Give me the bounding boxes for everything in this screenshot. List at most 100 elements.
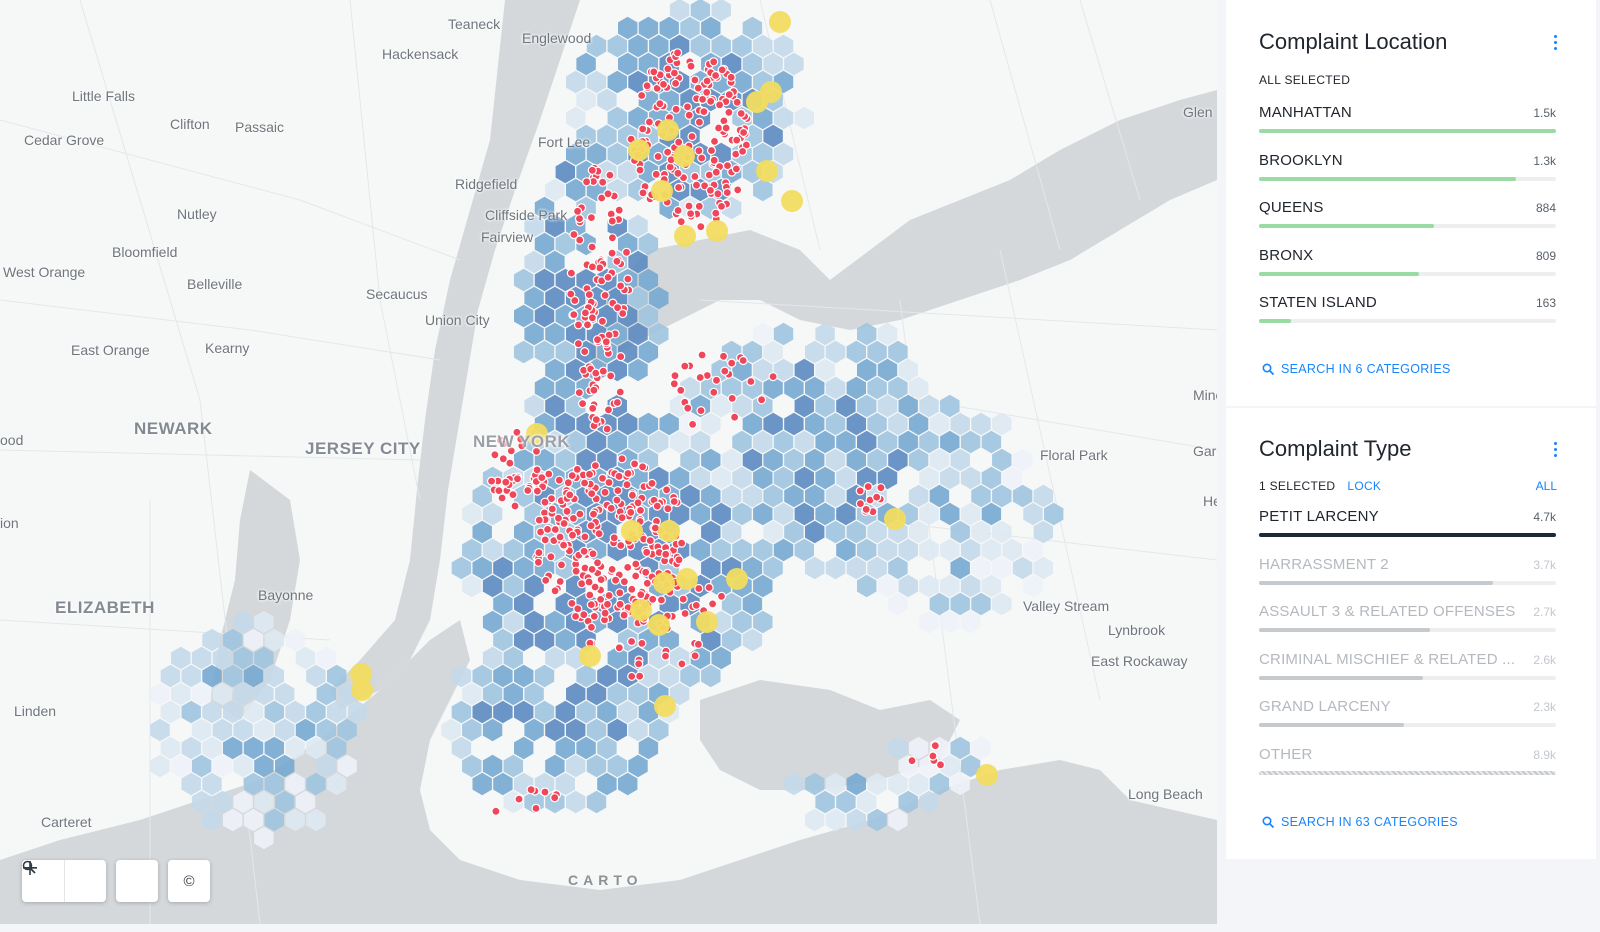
complaint-point[interactable] (533, 557, 544, 567)
complaint-point[interactable] (720, 366, 730, 376)
complaint-point[interactable] (706, 96, 716, 106)
complaint-point[interactable] (726, 72, 736, 82)
complaint-point[interactable] (636, 590, 646, 600)
category-row[interactable]: GRAND LARCENY 2.3k (1259, 698, 1556, 738)
complaint-point[interactable] (638, 124, 648, 134)
category-row[interactable]: PETIT LARCENY 4.7k (1259, 508, 1556, 548)
complaint-point[interactable] (661, 485, 672, 495)
complaint-point[interactable] (855, 499, 866, 509)
complaint-point[interactable] (546, 552, 556, 562)
complaint-point[interactable] (584, 469, 595, 479)
complaint-point[interactable] (606, 503, 616, 513)
category-row[interactable]: BROOKLYN 1.3k (1259, 152, 1556, 192)
complaint-point[interactable] (693, 639, 704, 649)
complaint-point[interactable] (663, 64, 673, 74)
complaint-point[interactable] (722, 161, 733, 171)
complaint-point[interactable] (631, 559, 641, 569)
zoom-in-button[interactable] (23, 860, 106, 902)
complaint-point[interactable] (516, 434, 526, 444)
complaint-point[interactable] (638, 188, 648, 198)
complaint-point[interactable] (540, 787, 550, 797)
map-canvas[interactable]: Teaneck Englewood Hackensack Little Falls Cl… (0, 0, 1217, 924)
complaint-point[interactable] (731, 164, 742, 174)
complaint-point[interactable] (663, 504, 673, 514)
complaint-point[interactable] (658, 79, 669, 90)
complaint-point[interactable] (661, 549, 671, 559)
complaint-point[interactable] (574, 388, 584, 398)
complaint-point[interactable] (589, 385, 599, 395)
complaint-point[interactable] (690, 75, 700, 85)
complaint-point[interactable] (637, 638, 647, 649)
complaint-point[interactable] (619, 577, 630, 587)
complaint-point[interactable] (710, 70, 721, 81)
complaint-point[interactable] (697, 94, 708, 105)
complaint-point[interactable] (603, 189, 613, 199)
complaint-point[interactable] (491, 806, 501, 816)
complaint-point[interactable] (736, 108, 746, 119)
complaint-point[interactable] (573, 339, 584, 349)
complaint-point[interactable] (534, 515, 544, 525)
complaint-point[interactable] (694, 117, 705, 127)
complaint-point[interactable] (642, 547, 652, 557)
complaint-point[interactable] (709, 57, 719, 67)
cluster-marker[interactable] (579, 645, 601, 667)
attribution-button[interactable]: © (183, 872, 195, 890)
complaint-point[interactable] (587, 262, 598, 272)
cluster-marker[interactable] (674, 225, 696, 247)
complaint-point[interactable] (600, 290, 610, 300)
complaint-point[interactable] (584, 290, 594, 300)
complaint-point[interactable] (585, 590, 595, 600)
complaint-point[interactable] (615, 588, 625, 598)
complaint-point[interactable] (641, 567, 651, 577)
complaint-point[interactable] (691, 180, 702, 190)
complaint-point[interactable] (702, 87, 712, 98)
complaint-point[interactable] (573, 320, 584, 330)
complaint-point[interactable] (686, 61, 696, 71)
cluster-marker[interactable] (621, 520, 643, 542)
cluster-marker[interactable] (648, 614, 670, 636)
complaint-point[interactable] (595, 263, 605, 273)
complaint-point[interactable] (586, 521, 596, 531)
complaint-point[interactable] (591, 415, 601, 425)
complaint-point[interactable] (716, 201, 727, 211)
search-categories-link[interactable]: SEARCH IN 6 CATEGORIES (1262, 362, 1451, 376)
cluster-marker[interactable] (673, 145, 695, 167)
complaint-point[interactable] (644, 117, 655, 127)
cluster-marker[interactable] (526, 423, 548, 445)
cluster-marker[interactable] (781, 190, 803, 212)
complaint-point[interactable] (613, 486, 623, 496)
complaint-point[interactable] (575, 509, 585, 519)
complaint-point[interactable] (648, 594, 658, 604)
cluster-marker[interactable] (653, 572, 675, 594)
cluster-marker[interactable] (628, 139, 650, 161)
complaint-point[interactable] (550, 793, 560, 803)
complaint-point[interactable] (604, 477, 614, 488)
complaint-point[interactable] (494, 486, 504, 496)
complaint-point[interactable] (602, 599, 613, 609)
complaint-point[interactable] (566, 289, 576, 299)
complaint-point[interactable] (603, 405, 614, 415)
complaint-point[interactable] (523, 485, 533, 496)
complaint-point[interactable] (532, 465, 542, 475)
complaint-point[interactable] (607, 216, 617, 226)
complaint-point[interactable] (512, 474, 523, 484)
complaint-point[interactable] (510, 501, 520, 511)
complaint-point[interactable] (617, 454, 627, 464)
cluster-marker[interactable] (726, 568, 748, 590)
complaint-point[interactable] (732, 97, 742, 107)
complaint-point[interactable] (537, 473, 547, 483)
complaint-point[interactable] (540, 497, 550, 507)
complaint-point[interactable] (737, 146, 748, 156)
complaint-point[interactable] (582, 320, 593, 330)
complaint-point[interactable] (690, 651, 700, 661)
complaint-point[interactable] (580, 532, 590, 542)
complaint-point[interactable] (614, 643, 624, 653)
complaint-point[interactable] (709, 136, 720, 146)
complaint-point[interactable] (642, 578, 652, 588)
complaint-point[interactable] (587, 242, 597, 252)
complaint-point[interactable] (714, 100, 725, 110)
complaint-point[interactable] (572, 206, 583, 216)
complaint-point[interactable] (588, 509, 599, 519)
complaint-point[interactable] (558, 540, 569, 550)
complaint-point[interactable] (589, 611, 599, 622)
